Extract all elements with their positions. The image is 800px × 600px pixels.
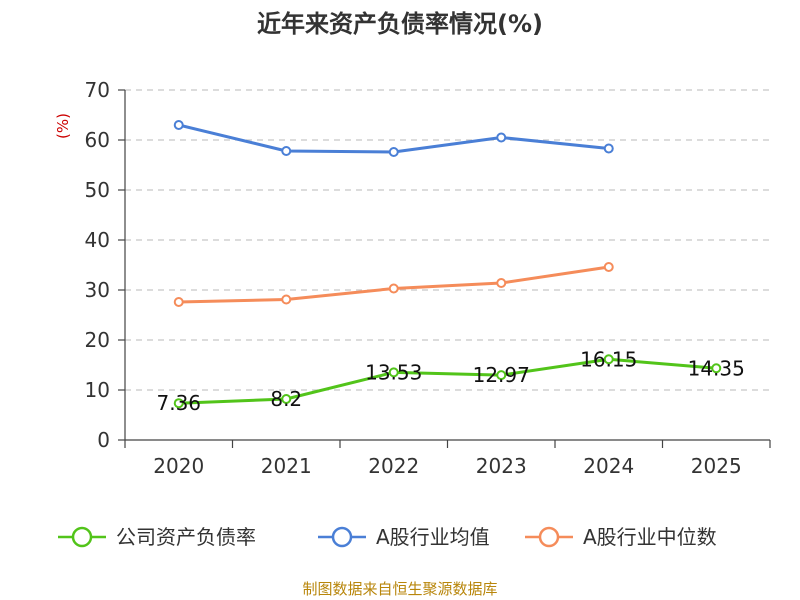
data-point: [711, 363, 722, 374]
x-tick-label: 2024: [583, 454, 634, 478]
data-point: [603, 143, 614, 154]
x-tick-label: 2025: [691, 454, 742, 478]
data-point: [281, 394, 292, 404]
data-point: [496, 370, 507, 381]
y-tick-label: 20: [85, 328, 110, 352]
y-tick-label: 70: [85, 78, 110, 102]
x-tick-label: 2023: [476, 454, 527, 478]
axes: 0 10 20 30 40 50 60 70 2020 2021 2022 2023 2024 2025: [85, 78, 771, 478]
x-tick-label: 2021: [261, 454, 312, 478]
data-label: 7.36: [156, 391, 201, 415]
data-label: 14.35: [688, 356, 745, 380]
data-point: [388, 367, 399, 378]
data-point: [603, 262, 614, 272]
legend-marker: [331, 526, 353, 548]
y-tick-label: 10: [85, 378, 110, 402]
data-point: [388, 283, 399, 294]
legend-label: A股行业中位数: [583, 525, 717, 549]
data-point: [603, 354, 614, 365]
x-tick-label: 2020: [153, 454, 204, 478]
data-point: [496, 278, 507, 288]
source-note: 制图数据来自恒生聚源数据库: [302, 580, 497, 598]
data-point: [388, 147, 399, 157]
data-label: 16.15: [580, 347, 637, 371]
legend-marker: [71, 526, 93, 548]
x-tick-label: 2022: [368, 454, 419, 478]
data-label: 13.53: [365, 360, 422, 384]
legend-marker: [538, 526, 560, 548]
data-point: [496, 132, 507, 143]
legend-label: 公司资产负债率: [116, 525, 256, 549]
data-point: [173, 398, 184, 409]
data-labels: 7.36 8.2 13.53 12.97 16.15 14.35: [156, 347, 744, 415]
y-tick-label: 30: [85, 278, 110, 302]
series-group: [173, 120, 722, 409]
series-line-0: [178, 357, 717, 405]
y-tick-label: 0: [97, 428, 110, 452]
legend: 公司资产负债率 A股行业均值 A股行业中位数: [58, 525, 717, 549]
y-tick-label: 50: [85, 178, 110, 202]
data-label: 8.2: [270, 387, 302, 411]
data-point: [281, 294, 292, 305]
y-axis-unit: (%): [54, 113, 72, 139]
legend-label: A股行业均值: [376, 525, 490, 549]
data-label: 12.97: [473, 363, 530, 387]
y-tick-label: 40: [85, 228, 110, 252]
y-tick-label: 60: [85, 128, 110, 152]
data-point: [281, 146, 292, 156]
chart-title: 近年来资产负债率情况(%): [257, 10, 543, 38]
data-point: [173, 120, 184, 130]
gridlines: [125, 89, 770, 391]
data-point: [173, 297, 184, 307]
